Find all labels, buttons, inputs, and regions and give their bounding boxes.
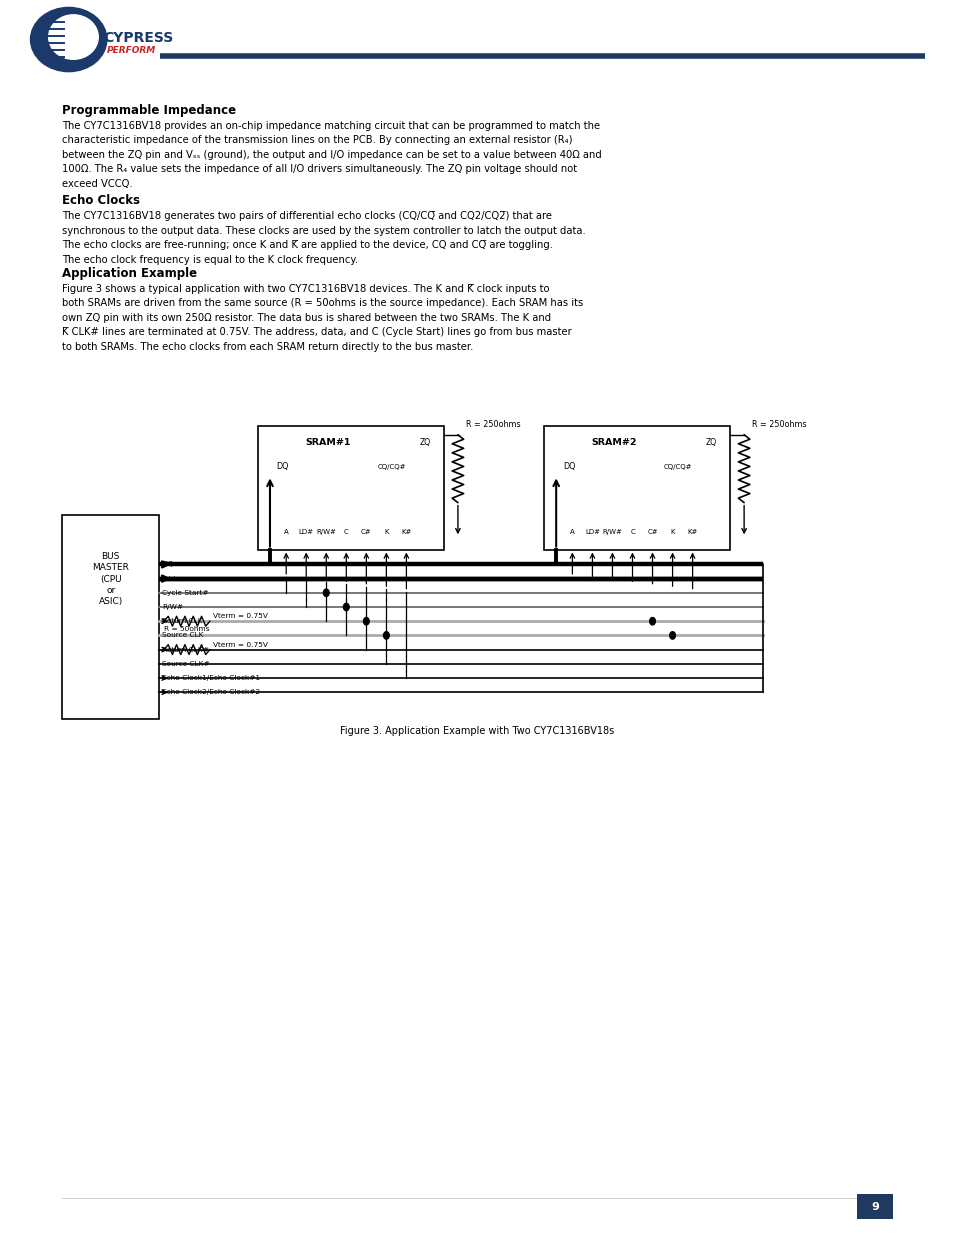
Text: ZQ: ZQ [705,437,716,447]
Circle shape [649,618,655,625]
Text: K#: K# [401,530,411,535]
Text: CYPRESS: CYPRESS [103,31,173,44]
Text: LD#: LD# [584,530,599,535]
Text: synchronous to the output data. These clocks are used by the system controller t: synchronous to the output data. These cl… [62,226,585,236]
Text: to both SRAMs. The echo clocks from each SRAM return directly to the bus master.: to both SRAMs. The echo clocks from each… [62,342,473,352]
Text: R/W#: R/W# [316,530,335,535]
Text: C#: C# [360,530,372,535]
Text: characteristic impedance of the transmission lines on the PCB. By connecting an : characteristic impedance of the transmis… [62,136,572,146]
Text: Echo Clocks: Echo Clocks [62,194,140,207]
Text: Echo Clock1/Echo Clock#1: Echo Clock1/Echo Clock#1 [162,676,260,680]
Text: DQ: DQ [562,462,575,472]
Text: SRAM#2: SRAM#2 [591,437,637,447]
Text: Return CLK#: Return CLK# [162,647,209,652]
Circle shape [669,631,675,640]
Text: The CY7C1316BV18 provides an on-chip impedance matching circuit that can be prog: The CY7C1316BV18 provides an on-chip imp… [62,121,599,131]
Text: 100Ω. The R₄ value sets the impedance of all I/O drivers simultaneously. The ZQ : 100Ω. The R₄ value sets the impedance of… [62,164,577,174]
Bar [856,1194,892,1219]
Text: Addresses: Addresses [162,576,199,582]
Text: Figure 3. Application Example with Two CY7C1316BV18s: Figure 3. Application Example with Two C… [339,726,614,736]
Ellipse shape [49,15,98,59]
Text: Programmable Impedance: Programmable Impedance [62,104,236,117]
Text: K#: K# [687,530,697,535]
Text: DQ: DQ [276,462,289,472]
Text: The echo clocks are free-running; once K and K̅ are applied to the device, CQ an: The echo clocks are free-running; once K… [62,240,553,249]
Text: Application Example: Application Example [62,267,197,280]
Text: Vterm = 0.75V: Vterm = 0.75V [213,614,268,619]
Text: K: K [670,530,674,535]
Text: Vterm = 0.75V: Vterm = 0.75V [213,642,268,647]
Text: K̅ CLK# lines are terminated at 0.75V. The address, data, and C (Cycle Start) li: K̅ CLK# lines are terminated at 0.75V. T… [62,327,571,337]
Text: SRAM#1: SRAM#1 [305,437,351,447]
Text: ZQ: ZQ [419,437,430,447]
Text: Source CLK: Source CLK [162,632,204,638]
Text: R = 250ohms: R = 250ohms [465,420,519,430]
Text: CQ/CQ#: CQ/CQ# [376,464,405,469]
Text: LD#: LD# [298,530,314,535]
Text: PERFORM: PERFORM [107,46,156,54]
Bar [62,515,159,719]
Bar [257,426,443,550]
Text: own ZQ pin with its own 250Ω resistor. The data bus is shared between the two SR: own ZQ pin with its own 250Ω resistor. T… [62,312,551,322]
Text: between the ZQ pin and Vₛₛ (ground), the output and I/O impedance can be set to : between the ZQ pin and Vₛₛ (ground), the… [62,149,601,159]
Bar [543,426,729,550]
Circle shape [363,618,369,625]
Text: both SRAMs are driven from the same source (R = 50ohms is the source impedance).: both SRAMs are driven from the same sour… [62,299,582,309]
Text: BUS
MASTER
(CPU
or
ASIC): BUS MASTER (CPU or ASIC) [92,552,129,606]
Circle shape [343,603,349,611]
Text: R = 50ohms: R = 50ohms [164,626,210,632]
Text: Figure 3 shows a typical application with two CY7C1316BV18 devices. The K and K̅: Figure 3 shows a typical application wit… [62,284,549,294]
Text: C: C [344,530,348,535]
Text: exceed VCCQ.: exceed VCCQ. [62,179,132,189]
Text: R/W#: R/W# [602,530,621,535]
Text: The echo clock frequency is equal to the K clock frequency.: The echo clock frequency is equal to the… [62,254,357,264]
Text: K: K [384,530,388,535]
Text: C#: C# [646,530,658,535]
Text: A: A [284,530,288,535]
Ellipse shape [30,7,107,72]
Circle shape [383,631,389,640]
Text: 9: 9 [870,1202,878,1212]
Text: Return CLK: Return CLK [162,619,203,624]
Text: R/W#: R/W# [162,604,183,610]
Text: The CY7C1316BV18 generates two pairs of differential echo clocks (CQ/CQ̅ and CQ2: The CY7C1316BV18 generates two pairs of … [62,211,552,221]
Text: Source CLK#: Source CLK# [162,661,210,667]
Circle shape [323,589,329,597]
Text: Echo Clock2/Echo Clock#2: Echo Clock2/Echo Clock#2 [162,689,260,695]
Text: Cycle Start#: Cycle Start# [162,590,209,595]
Text: DQ: DQ [162,562,173,567]
Text: A: A [570,530,574,535]
Text: C: C [630,530,634,535]
Text: R = 250ohms: R = 250ohms [751,420,805,430]
Text: CQ/CQ#: CQ/CQ# [662,464,691,469]
